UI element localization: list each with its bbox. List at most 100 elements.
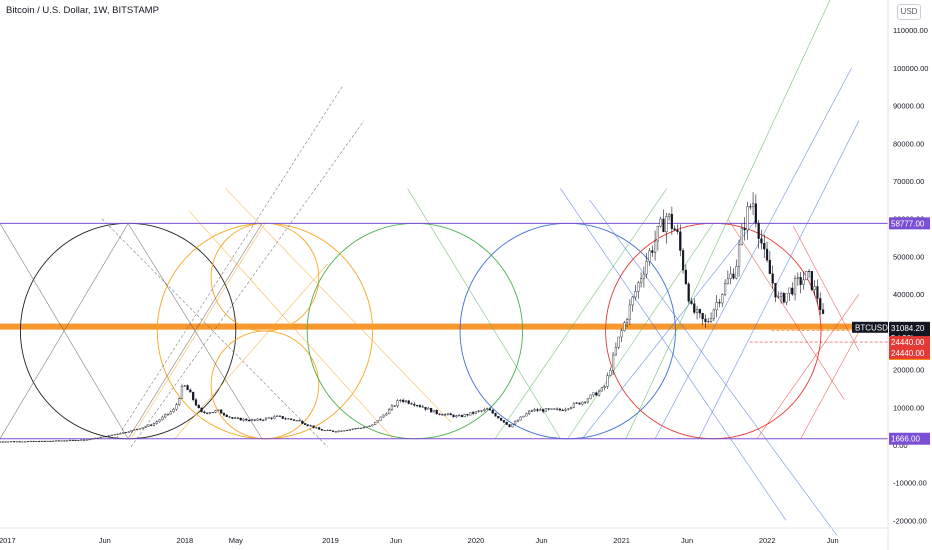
candle-body-283 — [791, 287, 794, 295]
candle-body-105 — [292, 419, 296, 421]
fan-line-1-1 — [130, 120, 365, 448]
x-tick-label-7: Jun — [535, 536, 547, 545]
candle-body-62 — [172, 408, 175, 412]
candle-body-83 — [231, 417, 234, 419]
candle-body-87 — [242, 418, 245, 421]
candle-body-214 — [597, 390, 601, 396]
candle-body-92 — [256, 418, 259, 421]
candle-body-123 — [343, 430, 346, 432]
candle-body-67 — [186, 385, 189, 391]
candle-body-37 — [102, 436, 105, 438]
fan-line-5-1 — [756, 293, 860, 439]
candle-body-124 — [346, 429, 349, 431]
candle-body-110 — [306, 424, 310, 426]
candle-body-266 — [743, 228, 746, 231]
candle-body-138 — [385, 413, 388, 416]
candle-body-50 — [138, 428, 142, 430]
candle-body-156 — [435, 410, 438, 414]
candle-body-178 — [497, 416, 500, 419]
candle-body-223 — [623, 322, 626, 331]
candle-body-282 — [788, 287, 791, 294]
candle-body-167 — [466, 414, 469, 416]
candle-body-261 — [729, 273, 732, 280]
currency-button[interactable]: USD — [897, 4, 921, 20]
candle-body-117 — [326, 429, 329, 431]
candle-body-164 — [458, 415, 461, 417]
candle-body-280 — [782, 293, 785, 303]
candle-body-6 — [15, 441, 18, 443]
candle-body-7 — [18, 441, 21, 443]
candle-body-187 — [522, 415, 525, 418]
candle-body-116 — [323, 430, 326, 432]
candle-body-1 — [1, 441, 4, 443]
candle-body-256 — [715, 301, 718, 311]
candle-body-193 — [539, 409, 542, 411]
candle-body-75 — [208, 412, 212, 414]
cycle-circle-7 — [605, 222, 822, 440]
candle-body-202 — [564, 409, 567, 411]
candle-body-230 — [642, 273, 645, 279]
candle-body-201 — [561, 409, 564, 411]
candle-body-245 — [684, 269, 687, 285]
candle-body-189 — [528, 410, 531, 414]
candle-body-180 — [502, 420, 506, 423]
candle-body-224 — [625, 319, 629, 323]
candle-body-53 — [147, 424, 150, 427]
candle-body-279 — [779, 293, 783, 297]
fan-line-4-0 — [560, 188, 787, 521]
candle-body-170 — [474, 411, 478, 414]
candle-body-109 — [304, 423, 307, 425]
fan-line-2-1 — [189, 210, 394, 439]
candle-body-281 — [785, 293, 788, 303]
candle-body-132 — [368, 425, 371, 428]
candle-body-166 — [463, 414, 466, 417]
candle-body-4 — [10, 441, 13, 443]
candle-body-55 — [152, 423, 156, 426]
x-tick-label-0: 2017 — [0, 536, 16, 545]
candle-body-122 — [340, 430, 343, 432]
candle-body-237 — [662, 218, 665, 233]
candle-body-179 — [500, 417, 503, 421]
candle-body-120 — [334, 431, 338, 433]
candle-body-165 — [460, 415, 464, 417]
candle-body-259 — [723, 283, 727, 295]
candle-body-33 — [91, 438, 94, 440]
candle-body-60 — [166, 413, 170, 415]
candle-body-183 — [511, 423, 514, 428]
candle-body-5 — [12, 441, 16, 443]
candle-body-89 — [248, 420, 251, 422]
candle-body-40 — [110, 434, 114, 436]
candle-body-291 — [813, 286, 816, 290]
candle-body-134 — [374, 421, 377, 425]
chart-title: Bitcoin / U.S. Dollar, 1W, BITSTAMP — [6, 5, 159, 16]
candle-body-8 — [21, 441, 24, 443]
candle-body-148 — [413, 404, 416, 406]
candle-body-275 — [768, 259, 771, 274]
candle-body-217 — [606, 375, 609, 387]
candle-body-258 — [721, 294, 724, 304]
fan-line-0-1 — [0, 223, 129, 439]
price-tag-2-line-0: 24440.00 — [891, 338, 925, 347]
candle-body-102 — [284, 418, 287, 420]
candle-body-100 — [278, 415, 282, 417]
price-axis: 110000.00 100000.00 90000.00 80000.00 70000.… — [887, 0, 928, 550]
candle-body-207 — [578, 402, 581, 405]
candle-body-276 — [771, 273, 774, 284]
candle-body-151 — [421, 406, 424, 408]
candle-body-57 — [158, 419, 161, 422]
x-tick-label-5: Jun — [390, 536, 402, 545]
candle-body-194 — [542, 409, 545, 412]
candle-body-63 — [175, 404, 178, 410]
candle-body-293 — [819, 298, 822, 310]
candle-body-49 — [136, 428, 139, 430]
fan-line-3-3 — [625, 0, 831, 439]
candle-body-205 — [572, 403, 575, 408]
candle-body-146 — [407, 400, 410, 404]
y-tick-label-2: 90000.00 — [893, 102, 924, 111]
candle-body-228 — [637, 282, 640, 292]
candle-body-289 — [807, 271, 811, 273]
candle-body-86 — [239, 417, 242, 421]
candle-body-14 — [38, 440, 41, 442]
